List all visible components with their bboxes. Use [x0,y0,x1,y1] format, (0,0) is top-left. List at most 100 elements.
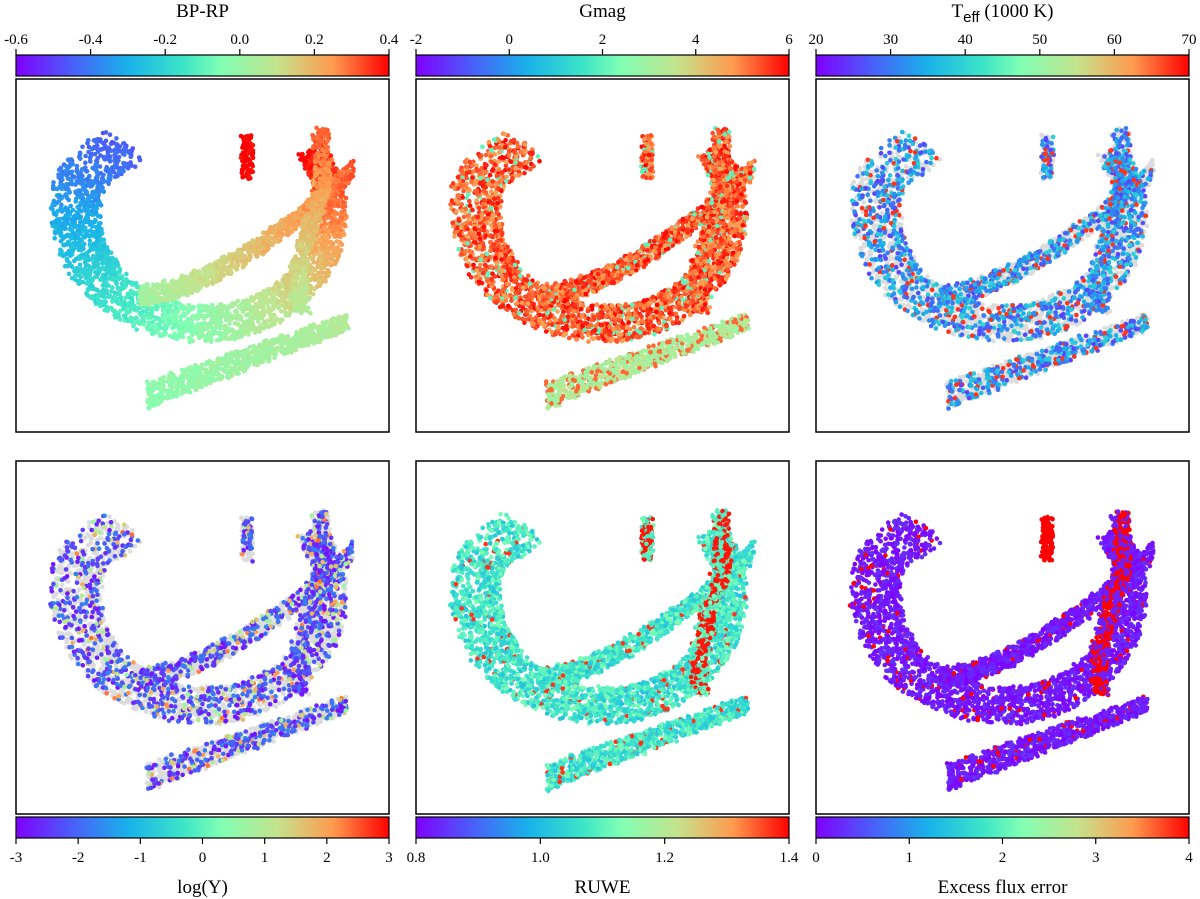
data-point [208,380,213,386]
data-point [310,178,316,183]
data-point [109,288,114,294]
data-point [62,263,68,269]
data-point [306,166,312,172]
data-point [283,218,288,224]
data-point [291,279,297,284]
data-point [124,143,129,149]
data-point [332,250,337,255]
data-point [59,202,64,208]
data-point [70,248,75,254]
data-point [110,277,115,282]
colorbar-title: BP-RP [176,1,229,22]
data-point [69,264,75,270]
data-point [102,273,108,278]
data-point [325,183,330,189]
data-point [174,336,180,342]
data-point [185,310,191,315]
data-point [210,272,215,277]
data-point [237,329,243,334]
data-point [279,337,285,342]
data-point [268,225,273,231]
data-point [88,269,93,274]
data-point [68,159,73,165]
data-point [91,241,96,247]
data-point [104,245,110,250]
data-point [322,234,327,239]
data-point [85,196,91,202]
data-point [351,166,356,172]
data-point [136,306,141,311]
data-point [193,326,198,331]
data-point [291,341,296,346]
data-point [207,262,213,268]
data-point [284,286,290,291]
data-point [155,400,161,405]
data-point [106,153,111,159]
data-point [65,232,70,238]
data-point [201,273,206,279]
data-point [301,273,306,278]
data-point [208,311,214,317]
data-point [93,175,99,181]
data-point [229,269,234,275]
data-point [325,267,331,273]
data-point [341,211,346,217]
data-point [170,309,175,314]
data-point [118,317,123,322]
data-point [107,294,112,299]
data-point [295,275,300,281]
data-point [232,334,238,339]
data-point [328,220,334,225]
data-point [289,215,295,221]
data-point [205,376,211,381]
data-point [248,350,253,356]
data-point [134,327,139,332]
data-point [93,299,98,305]
data-point [229,301,235,306]
data-point [227,336,233,342]
data-point [311,182,316,187]
data-point [301,281,307,287]
data-point [227,252,232,257]
data-point [74,267,79,273]
data-point [106,259,112,265]
data-point [257,291,263,297]
data-point [209,280,215,286]
data-point [196,311,201,317]
data-point [129,147,135,153]
data-point [84,189,89,195]
data-point [100,283,106,288]
data-point [314,195,320,201]
data-point [319,333,324,339]
data-point [203,367,209,372]
data-point [252,310,258,316]
data-point [112,264,117,269]
data-point [183,375,188,380]
data-point [66,271,72,277]
data-point [95,143,100,149]
data-point [308,217,313,223]
data-point [108,250,114,255]
data-point [276,236,282,241]
data-point [94,225,99,230]
data-point [245,150,251,156]
data-point [220,360,225,366]
data-point [104,280,109,286]
data-point [323,253,328,259]
data-point [105,147,110,153]
data-point [186,302,192,308]
data-point [177,306,183,311]
data-point [333,328,339,333]
data-point [239,170,245,176]
data-point [307,339,313,345]
colorbar-tick-label: -0.4 [79,32,103,48]
data-point [198,323,204,329]
data-point [209,330,214,336]
data-point [98,236,103,242]
data-point [290,297,295,303]
data-point [173,301,178,306]
data-point [51,210,57,216]
data-point [333,323,339,329]
data-point [296,291,302,296]
data-point [60,253,66,259]
